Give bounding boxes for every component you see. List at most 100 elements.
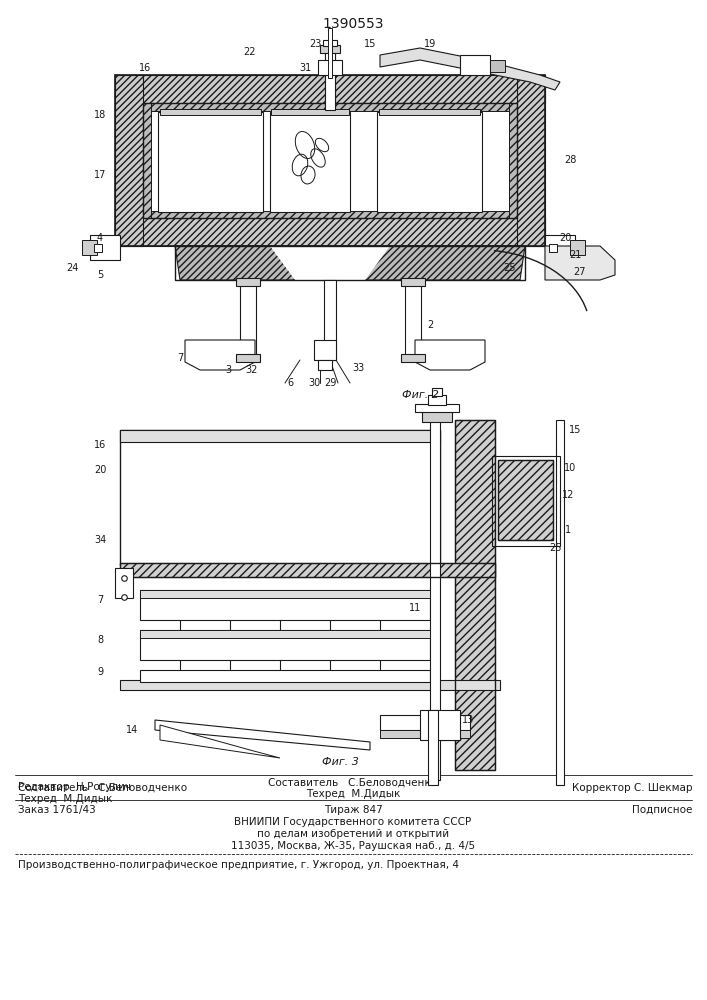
Bar	[430, 415, 440, 780]
Bar	[455, 420, 495, 770]
Bar	[120, 680, 500, 690]
Bar	[405, 280, 421, 360]
Bar	[422, 410, 452, 422]
Bar	[401, 278, 425, 286]
Bar	[320, 45, 340, 53]
Bar	[90, 235, 120, 260]
Text: Заказ 1761/43: Заказ 1761/43	[18, 805, 95, 815]
Text: 12: 12	[562, 490, 574, 500]
Polygon shape	[380, 48, 560, 90]
Text: 15: 15	[364, 39, 376, 49]
Bar	[498, 460, 553, 540]
Text: 15: 15	[569, 425, 581, 435]
Text: 29: 29	[324, 378, 337, 388]
Text: 28: 28	[563, 155, 576, 165]
Text: 9: 9	[97, 667, 103, 677]
Bar	[236, 278, 260, 286]
Bar	[140, 670, 430, 682]
Bar	[328, 28, 332, 78]
Text: Фиг. 2: Фиг. 2	[402, 390, 438, 400]
Bar	[115, 75, 545, 246]
Text: 6: 6	[287, 378, 293, 388]
Text: 20: 20	[94, 465, 106, 475]
Text: 34: 34	[94, 535, 106, 545]
Bar	[143, 211, 517, 218]
Bar	[236, 354, 260, 362]
Text: 3: 3	[225, 365, 231, 375]
Text: 17: 17	[94, 170, 106, 180]
Bar	[428, 710, 438, 785]
Text: Техред  М.Дидык: Техред М.Дидык	[18, 794, 112, 804]
Bar	[158, 112, 263, 212]
Polygon shape	[185, 340, 255, 370]
Bar	[82, 240, 97, 255]
Bar	[492, 456, 560, 546]
Bar	[143, 103, 517, 218]
Text: по делам изобретений и открытий: по делам изобретений и открытий	[257, 829, 449, 839]
Text: 2: 2	[427, 320, 433, 330]
Text: 16: 16	[139, 63, 151, 73]
Bar	[115, 75, 143, 246]
Text: 113035, Москва, Ж-35, Раушская наб., д. 4/5: 113035, Москва, Ж-35, Раушская наб., д. …	[231, 841, 475, 851]
Bar	[270, 112, 350, 212]
Text: 7: 7	[177, 353, 183, 363]
Text: 18: 18	[94, 110, 106, 120]
Bar	[498, 460, 553, 540]
Bar	[120, 430, 440, 442]
Text: 11: 11	[409, 603, 421, 613]
Bar	[143, 103, 517, 218]
Text: ВНИИПИ Государственного комитета СССР: ВНИИПИ Государственного комитета СССР	[235, 817, 472, 827]
Text: 33: 33	[352, 363, 364, 373]
Bar	[143, 103, 151, 218]
Bar	[175, 246, 525, 280]
Text: Техред  М.Дидык: Техред М.Дидык	[306, 789, 400, 799]
Bar	[94, 244, 102, 252]
Bar	[115, 75, 545, 103]
Text: Тираж 847: Тираж 847	[324, 805, 382, 815]
Text: 30: 30	[308, 378, 320, 388]
Polygon shape	[175, 246, 525, 280]
Text: Составитель   С.Беловодченко: Составитель С.Беловодченко	[269, 778, 438, 788]
Polygon shape	[270, 246, 390, 280]
Text: 25: 25	[549, 543, 561, 553]
Bar	[314, 340, 336, 360]
Text: 16: 16	[94, 440, 106, 450]
Bar	[140, 590, 430, 598]
Bar	[570, 240, 585, 255]
Text: Корректор С. Шекмар: Корректор С. Шекмар	[571, 783, 692, 793]
Bar	[545, 235, 575, 260]
Text: 1: 1	[565, 525, 571, 535]
Bar	[380, 730, 470, 738]
Polygon shape	[545, 246, 615, 280]
Text: 13: 13	[462, 715, 474, 725]
Bar	[509, 103, 517, 218]
Text: 23: 23	[309, 39, 321, 49]
Bar	[380, 715, 470, 730]
Bar	[318, 60, 342, 75]
Text: Составитель   С.Беловодченко: Составитель С.Беловодченко	[18, 783, 187, 793]
Bar	[271, 109, 349, 115]
Bar	[549, 244, 557, 252]
Bar	[120, 563, 495, 577]
Bar	[115, 568, 133, 598]
Text: Редактор  Н.Рогулич: Редактор Н.Рогулич	[18, 782, 131, 792]
Bar	[324, 280, 336, 360]
Text: 27: 27	[574, 267, 586, 277]
Bar	[377, 112, 482, 212]
Text: 4: 4	[97, 233, 103, 243]
Bar	[240, 280, 256, 360]
Bar	[379, 109, 480, 115]
Bar	[140, 630, 430, 638]
Bar	[318, 360, 332, 370]
Text: Производственно-полиграфическое предприятие, г. Ужгород, ул. Проектная, 4: Производственно-полиграфическое предприя…	[18, 860, 459, 870]
Text: 8: 8	[97, 635, 103, 645]
Text: 14: 14	[126, 725, 138, 735]
Bar	[120, 430, 440, 565]
Bar	[323, 40, 337, 46]
Text: 24: 24	[66, 263, 78, 273]
Text: Фиг. 3: Фиг. 3	[322, 757, 358, 767]
Bar	[140, 590, 430, 620]
Bar	[325, 50, 335, 110]
Text: 20: 20	[559, 233, 571, 243]
Bar	[140, 630, 430, 660]
